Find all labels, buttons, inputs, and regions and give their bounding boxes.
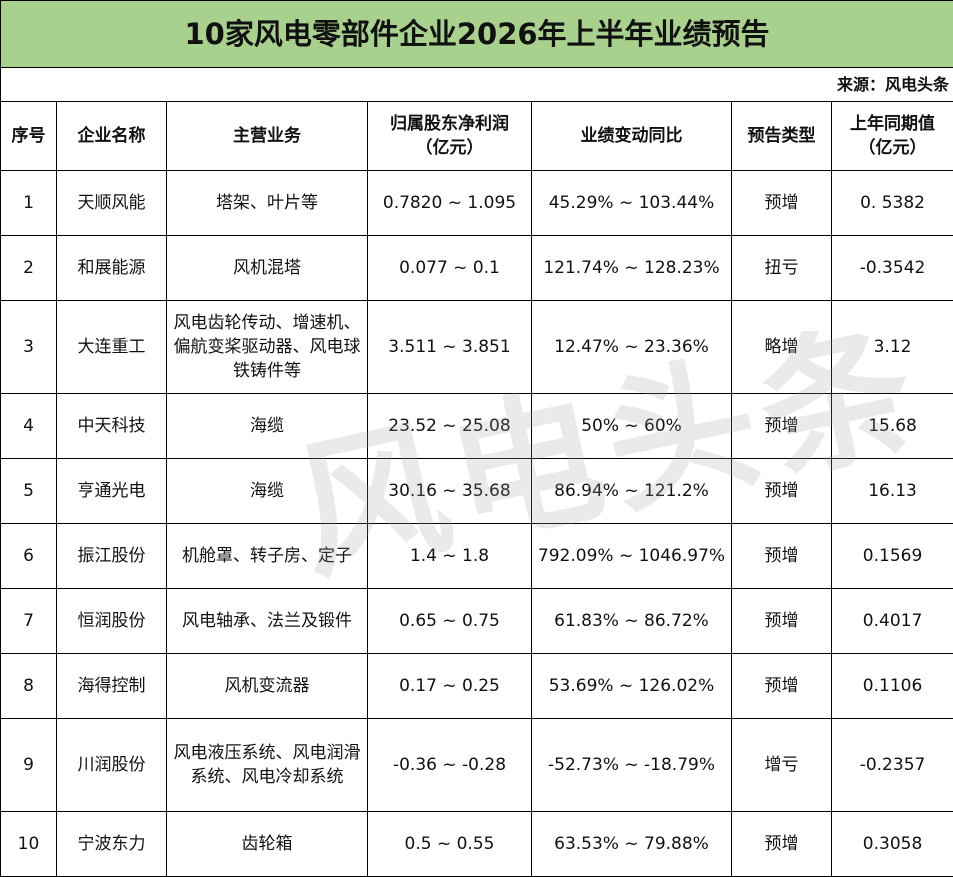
table-cell: 4 xyxy=(1,394,57,459)
table-cell: 扭亏 xyxy=(732,236,832,301)
column-header: 主营业务 xyxy=(167,102,368,171)
table-cell: 15.68 xyxy=(832,394,953,459)
table-cell: 天顺风能 xyxy=(57,171,167,236)
table-cell: 大连重工 xyxy=(57,301,167,394)
table-cell: 风电齿轮传动、增速机、偏航变桨驱动器、风电球铁铸件等 xyxy=(167,301,368,394)
column-header: 企业名称 xyxy=(57,102,167,171)
header-line: （亿元） xyxy=(836,136,949,160)
table-cell: 海缆 xyxy=(167,459,368,524)
table-cell: 中天科技 xyxy=(57,394,167,459)
table-cell: 预增 xyxy=(732,654,832,719)
table-cell: 61.83% ~ 86.72% xyxy=(532,589,732,654)
table-cell: 预增 xyxy=(732,524,832,589)
table-cell: 恒润股份 xyxy=(57,589,167,654)
table-cell: 45.29% ~ 103.44% xyxy=(532,171,732,236)
table-cell: 风机变流器 xyxy=(167,654,368,719)
table-cell: 2 xyxy=(1,236,57,301)
table-cell: 7 xyxy=(1,589,57,654)
table-cell: -0.36 ~ -0.28 xyxy=(368,719,532,812)
table-cell: 0.3058 xyxy=(832,812,953,877)
table-cell: 12.47% ~ 23.36% xyxy=(532,301,732,394)
column-header: 归属股东净利润（亿元） xyxy=(368,102,532,171)
header-line: 归属股东净利润 xyxy=(372,112,527,136)
table-cell: 机舱罩、转子房、定子 xyxy=(167,524,368,589)
table-cell: -52.73% ~ -18.79% xyxy=(532,719,732,812)
title: 10家风电零部件企业2026年上半年业绩预告 xyxy=(1,1,953,68)
table-cell: 风电轴承、法兰及锻件 xyxy=(167,589,368,654)
table-cell: 50% ~ 60% xyxy=(532,394,732,459)
table-cell: 川润股份 xyxy=(57,719,167,812)
column-header: 上年同期值（亿元） xyxy=(832,102,953,171)
table-cell: 增亏 xyxy=(732,719,832,812)
source: 来源：风电头条 xyxy=(1,68,953,102)
table-cell: 预增 xyxy=(732,171,832,236)
table-cell: 预增 xyxy=(732,589,832,654)
column-header: 序号 xyxy=(1,102,57,171)
header-row: 序号企业名称主营业务归属股东净利润（亿元）业绩变动同比预告类型上年同期值（亿元） xyxy=(1,102,953,171)
table-cell: 和展能源 xyxy=(57,236,167,301)
table-cell: 0.7820 ~ 1.095 xyxy=(368,171,532,236)
table-cell: 3 xyxy=(1,301,57,394)
table-cell: 9 xyxy=(1,719,57,812)
table-cell: 0.5 ~ 0.55 xyxy=(368,812,532,877)
table-cell: 3.12 xyxy=(832,301,953,394)
table-cell: 0. 5382 xyxy=(832,171,953,236)
table-cell: 0.4017 xyxy=(832,589,953,654)
table-cell: 略增 xyxy=(732,301,832,394)
table-cell: 0.1569 xyxy=(832,524,953,589)
table-cell: 0.077 ~ 0.1 xyxy=(368,236,532,301)
table-cell: 海得控制 xyxy=(57,654,167,719)
table-cell: 63.53% ~ 79.88% xyxy=(532,812,732,877)
table-cell: 8 xyxy=(1,654,57,719)
table-cell: 塔架、叶片等 xyxy=(167,171,368,236)
table-cell: 预增 xyxy=(732,459,832,524)
table-cell: -0.2357 xyxy=(832,719,953,812)
table-cell: 30.16 ~ 35.68 xyxy=(368,459,532,524)
table-cell: 海缆 xyxy=(167,394,368,459)
table-cell: 振江股份 xyxy=(57,524,167,589)
column-header: 预告类型 xyxy=(732,102,832,171)
table-cell: 齿轮箱 xyxy=(167,812,368,877)
table-cell: 23.52 ~ 25.08 xyxy=(368,394,532,459)
table-cell: 121.74% ~ 128.23% xyxy=(532,236,732,301)
table-cell: 亨通光电 xyxy=(57,459,167,524)
table-cell: 风机混塔 xyxy=(167,236,368,301)
table-cell: 0.1106 xyxy=(832,654,953,719)
table-cell: 16.13 xyxy=(832,459,953,524)
table-cell: 风电液压系统、风电润滑系统、风电冷却系统 xyxy=(167,719,368,812)
header-line: 上年同期值 xyxy=(836,112,949,136)
table-cell: -0.3542 xyxy=(832,236,953,301)
table-cell: 6 xyxy=(1,524,57,589)
table-cell: 预增 xyxy=(732,812,832,877)
table-cell: 10 xyxy=(1,812,57,877)
header-line: （亿元） xyxy=(372,136,527,160)
table-cell: 1.4 ~ 1.8 xyxy=(368,524,532,589)
table-cell: 0.17 ~ 0.25 xyxy=(368,654,532,719)
table-cell: 792.09% ~ 1046.97% xyxy=(532,524,732,589)
table-cell: 3.511 ~ 3.851 xyxy=(368,301,532,394)
table-cell: 1 xyxy=(1,171,57,236)
table-cell: 宁波东力 xyxy=(57,812,167,877)
column-header: 业绩变动同比 xyxy=(532,102,732,171)
table-cell: 53.69% ~ 126.02% xyxy=(532,654,732,719)
table-cell: 86.94% ~ 121.2% xyxy=(532,459,732,524)
table-cell: 5 xyxy=(1,459,57,524)
table-cell: 0.65 ~ 0.75 xyxy=(368,589,532,654)
table-cell: 预增 xyxy=(732,394,832,459)
